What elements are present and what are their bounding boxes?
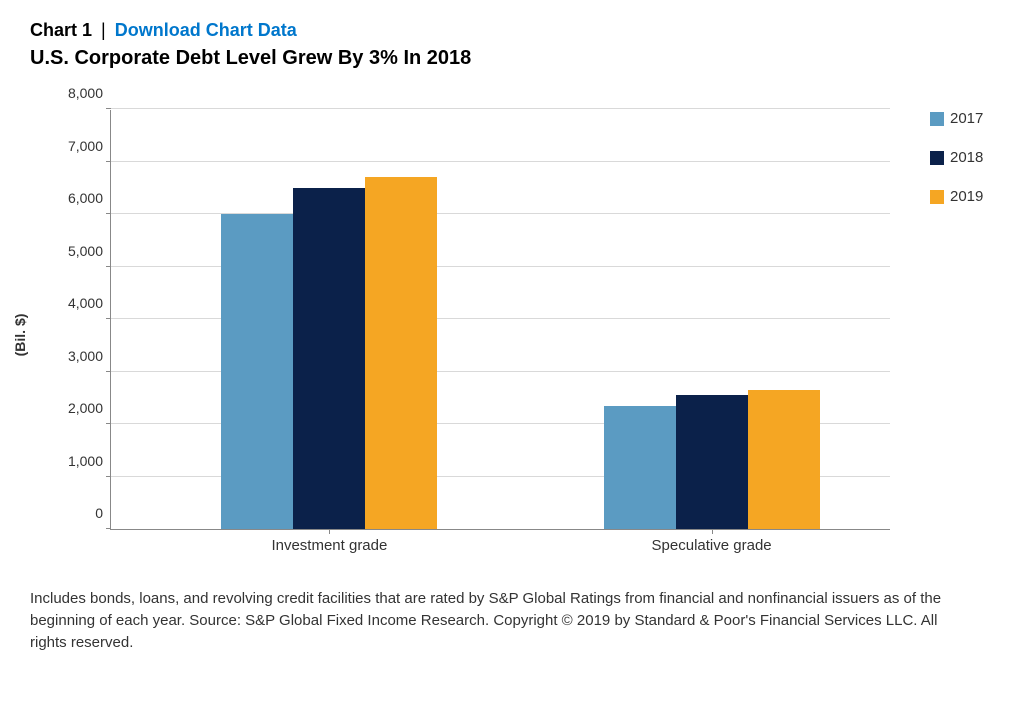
y-tick-label: 6,000 — [51, 190, 111, 206]
y-axis-label: (Bil. $) — [12, 314, 28, 357]
legend-item: 2017 — [930, 110, 983, 127]
bar — [748, 390, 820, 529]
y-tick-label: 4,000 — [51, 295, 111, 311]
x-category-label: Speculative grade — [652, 537, 772, 554]
download-chart-data-link[interactable]: Download Chart Data — [115, 20, 297, 40]
x-tick-mark — [712, 529, 713, 534]
legend-swatch — [930, 151, 944, 165]
y-tick-label: 1,000 — [51, 453, 111, 469]
y-tick-mark — [106, 528, 111, 529]
chart-title: U.S. Corporate Debt Level Grew By 3% In … — [30, 47, 996, 70]
y-tick-mark — [106, 161, 111, 162]
x-tick-mark — [329, 529, 330, 534]
legend-label: 2019 — [950, 188, 983, 205]
y-tick-label: 0 — [51, 505, 111, 521]
bar-group — [604, 390, 820, 529]
bar-group — [221, 177, 437, 529]
y-tick-mark — [106, 318, 111, 319]
y-tick-mark — [106, 108, 111, 109]
gridline — [111, 108, 890, 109]
y-tick-mark — [106, 476, 111, 477]
plot-area: 01,0002,0003,0004,0005,0006,0007,0008,00… — [110, 110, 890, 530]
legend-swatch — [930, 112, 944, 126]
header-separator: | — [101, 20, 106, 40]
chart-area: (Bil. $) 01,0002,0003,0004,0005,0006,000… — [30, 100, 910, 570]
x-category-label: Investment grade — [271, 537, 387, 554]
y-tick-label: 5,000 — [51, 243, 111, 259]
y-tick-label: 8,000 — [51, 85, 111, 101]
bar — [676, 395, 748, 529]
y-tick-mark — [106, 213, 111, 214]
bar — [293, 188, 365, 529]
legend: 2017 2018 2019 — [910, 100, 983, 227]
legend-label: 2018 — [950, 149, 983, 166]
chart-number: Chart 1 — [30, 20, 92, 40]
legend-swatch — [930, 190, 944, 204]
legend-label: 2017 — [950, 110, 983, 127]
legend-item: 2018 — [930, 149, 983, 166]
y-tick-label: 2,000 — [51, 400, 111, 416]
bar — [604, 406, 676, 529]
chart-container: (Bil. $) 01,0002,0003,0004,0005,0006,000… — [30, 100, 996, 570]
chart-header: Chart 1 | Download Chart Data — [30, 20, 996, 41]
y-tick-mark — [106, 423, 111, 424]
y-tick-mark — [106, 266, 111, 267]
y-tick-mark — [106, 371, 111, 372]
chart-footnote: Includes bonds, loans, and revolving cre… — [30, 588, 970, 653]
gridline — [111, 161, 890, 162]
bar — [221, 214, 293, 529]
y-tick-label: 3,000 — [51, 348, 111, 364]
legend-item: 2019 — [930, 188, 983, 205]
y-tick-label: 7,000 — [51, 138, 111, 154]
bar — [365, 177, 437, 529]
